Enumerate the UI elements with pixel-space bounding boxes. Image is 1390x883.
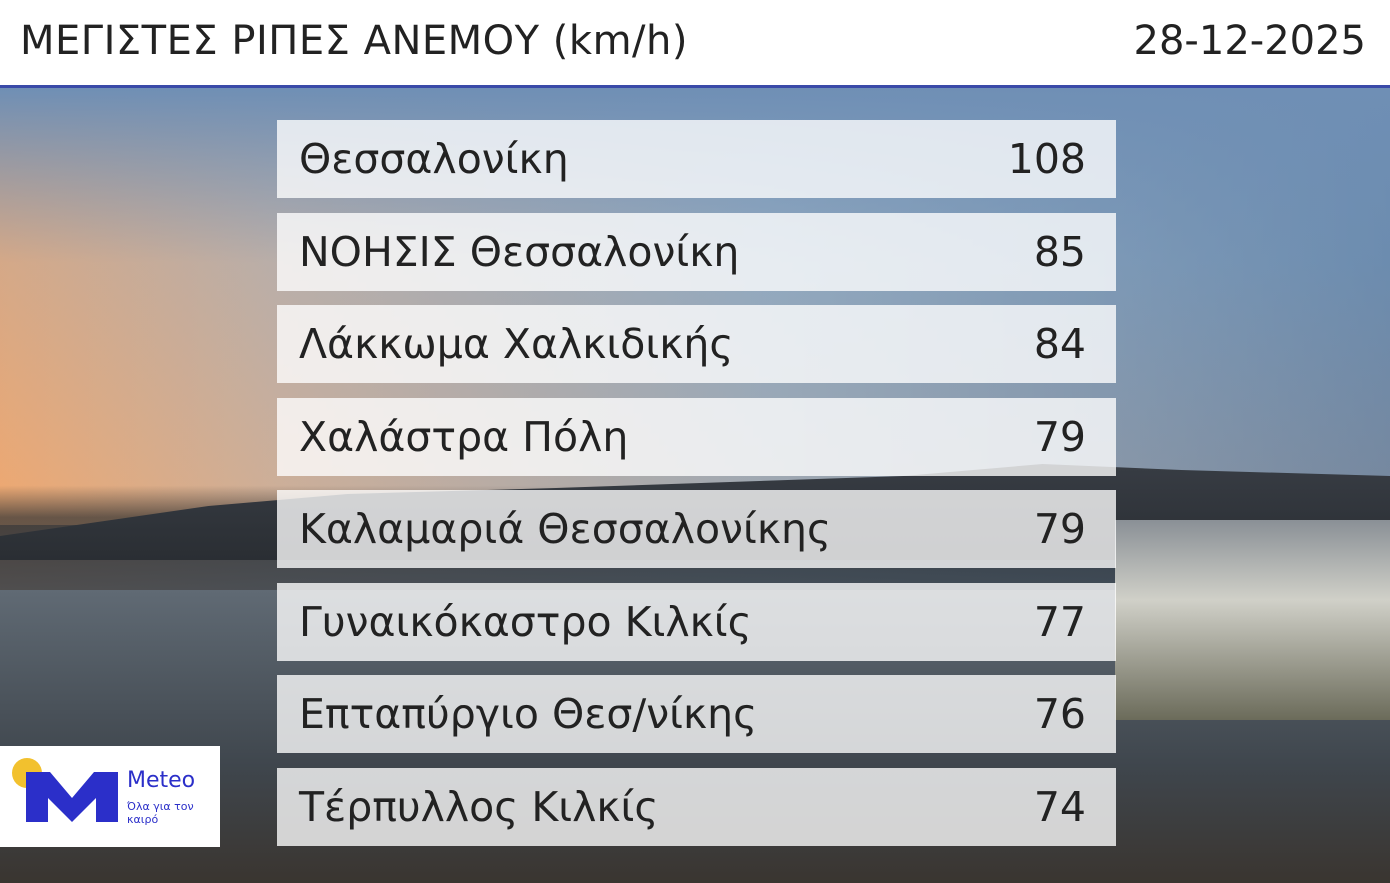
table-row: Επταπύργιο Θεσ/νίκης 76: [277, 675, 1116, 753]
gust-value: 84: [1033, 320, 1086, 368]
station-name: Επταπύργιο Θεσ/νίκης: [299, 690, 758, 738]
gust-value: 77: [1033, 597, 1086, 646]
gust-value: 79: [1033, 505, 1086, 553]
table-row: Καλαμαριά Θεσσαλονίκης 79: [277, 490, 1116, 568]
station-name: ΝΟΗΣΙΣ Θεσσαλονίκη: [299, 227, 740, 276]
gust-value: 74: [1033, 782, 1086, 831]
table-row: Λάκκωμα Χαλκιδικής 84: [277, 305, 1116, 383]
table-row: Τέρπυλλος Κιλκίς 74: [277, 767, 1116, 846]
header: ΜΕΓΙΣΤΕΣ ΡΙΠΕΣ ΑΝΕΜΟΥ (km/h) 28-12-2025: [0, 0, 1390, 88]
station-name: Λάκκωμα Χαλκιδικής: [299, 320, 734, 368]
table-row: Χαλάστρα Πόλη 79: [277, 397, 1116, 476]
gust-value: 85: [1033, 227, 1086, 276]
gust-value: 76: [1033, 690, 1086, 738]
meteo-logo: Meteo Όλα για τον καιρό: [0, 746, 220, 847]
m-logo-icon: [26, 772, 118, 822]
station-name: Θεσσαλονίκη: [299, 135, 569, 183]
gust-value: 79: [1033, 412, 1086, 461]
station-name: Γυναικόκαστρο Κιλκίς: [299, 597, 752, 646]
table-row: Γυναικόκαστρο Κιλκίς 77: [277, 582, 1116, 661]
table-row: ΝΟΗΣΙΣ Θεσσαλονίκη 85: [277, 212, 1116, 291]
background-town: [1115, 520, 1390, 720]
page-title: ΜΕΓΙΣΤΕΣ ΡΙΠΕΣ ΑΝΕΜΟΥ (km/h): [20, 18, 688, 64]
station-name: Τέρπυλλος Κιλκίς: [299, 782, 659, 831]
table-row: Θεσσαλονίκη 108: [277, 120, 1116, 198]
date-label: 28-12-2025: [1133, 18, 1366, 64]
station-name: Χαλάστρα Πόλη: [299, 412, 629, 461]
station-name: Καλαμαριά Θεσσαλονίκης: [299, 505, 832, 553]
logo-slogan: Όλα για τον καιρό: [127, 800, 194, 826]
gust-value: 108: [1007, 135, 1086, 183]
logo-name: Meteo: [127, 768, 196, 793]
